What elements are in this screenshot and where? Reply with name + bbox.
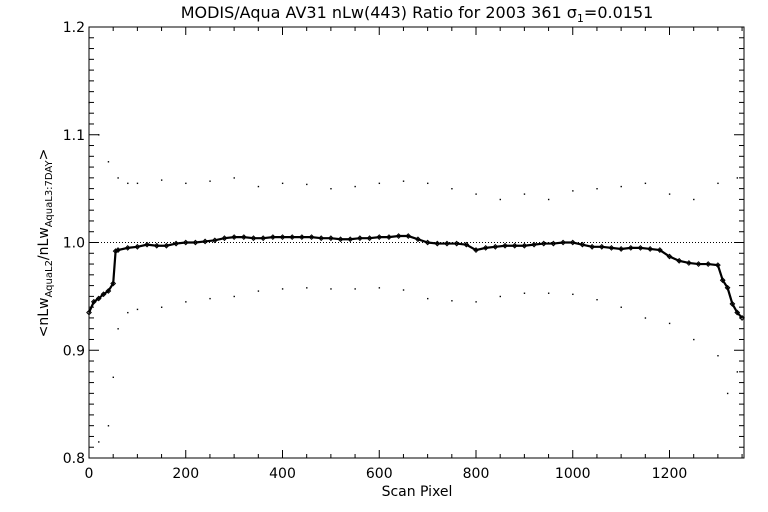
upper-point [668,193,671,195]
y-tick-label: 1.1 [63,128,85,144]
lower-point [547,292,550,294]
upper-point [693,198,695,201]
lower-point [185,301,187,303]
mean-point [719,277,726,284]
lower-point [354,288,356,290]
lower-point [136,308,139,311]
lower-point [736,371,739,373]
upper-point [257,185,260,188]
lower-point [427,297,429,300]
upper-point [402,180,405,182]
upper-point [354,185,356,188]
y-axis-title-close: > [36,149,52,161]
lower-point [330,288,332,290]
lower-point [693,338,695,341]
upper-point [644,182,647,185]
mean-trace [87,234,743,319]
lower-point [107,425,110,427]
upper-point [378,182,381,185]
x-axis-title: Scan Pixel [382,484,453,500]
chart-title-suffix: =0.0151 [584,3,653,22]
y-axis: 0.8 0.9 1.0 1.1 1.2 [63,20,744,467]
chart-title-prefix: MODIS/Aqua AV31 nLw(443) Ratio for 2003 … [181,3,567,22]
upper-point [736,177,739,179]
data-marks [86,101,745,443]
x-tick-label: 0 [85,466,94,482]
x-tick-label: 400 [269,466,296,482]
lower-point [306,287,308,289]
lower-point [281,288,284,290]
upper-point [185,182,187,185]
upper-point [233,177,235,179]
y-tick-label: 1.2 [63,20,85,36]
upper-point [88,101,90,104]
upper-point [306,183,308,186]
lower-point [98,441,100,443]
upper-point [117,177,119,179]
upper-point [427,182,429,185]
lower-point [572,293,574,296]
upper-point [98,134,100,136]
lower-point [402,289,405,291]
upper-point [547,198,550,201]
lower-point [127,311,129,314]
series-lower [98,287,739,443]
upper-point [209,180,211,182]
upper-point [281,182,284,185]
upper-point [136,182,139,185]
upper-point [160,179,163,181]
x-tick-label: 200 [172,466,199,482]
chart-title-sigma: σ [567,3,577,22]
y-axis-title-open: <nLw [36,297,52,337]
lower-point [209,297,211,300]
lower-point [523,292,526,294]
x-axis: 0 200 400 600 800 1000 1200 [85,27,743,482]
y-tick-label: 0.8 [63,451,85,467]
y-axis-title-sub1: AquaL2 [44,260,55,297]
lower-point [112,376,114,378]
y-axis-title-mid: /nLw [36,227,52,260]
lower-point [596,299,598,301]
lower-point [499,295,501,298]
x-tick-label: 600 [366,466,393,482]
lower-point [620,306,622,308]
lower-point [233,295,235,298]
y-tick-label: 1.0 [63,236,85,252]
x-tick-label: 1000 [555,466,591,482]
upper-point [475,193,477,195]
lower-point [117,328,119,330]
lower-point [160,306,163,308]
chart-title: MODIS/Aqua AV31 nLw(443) Ratio for 2003 … [181,3,654,25]
upper-point [499,198,501,201]
upper-point [620,185,622,188]
upper-point [717,182,719,185]
mean-point [110,280,117,287]
upper-point [523,193,526,195]
x-tick-label: 1200 [652,466,688,482]
upper-point [572,190,574,192]
lower-point [378,287,381,289]
lower-point [257,290,260,292]
series-mean [86,233,745,321]
x-tick-label: 800 [463,466,490,482]
y-axis-title-sub2: AquaL3:7DAY [44,159,55,227]
series-upper [88,101,739,201]
lower-point [717,355,719,357]
lower-point [726,392,729,395]
upper-point [107,161,110,163]
upper-point [330,188,332,190]
y-tick-label: 0.9 [63,343,85,359]
upper-point [127,182,129,185]
upper-point [596,188,598,190]
y-axis-title: <nLwAquaL2/nLwAquaL3:7DAY> [36,149,55,338]
upper-point [451,188,453,190]
lower-point [668,322,671,325]
lower-point [475,301,477,303]
lower-point [644,317,647,319]
chart-title-sigma-sub: 1 [577,12,584,25]
lower-point [451,300,453,302]
